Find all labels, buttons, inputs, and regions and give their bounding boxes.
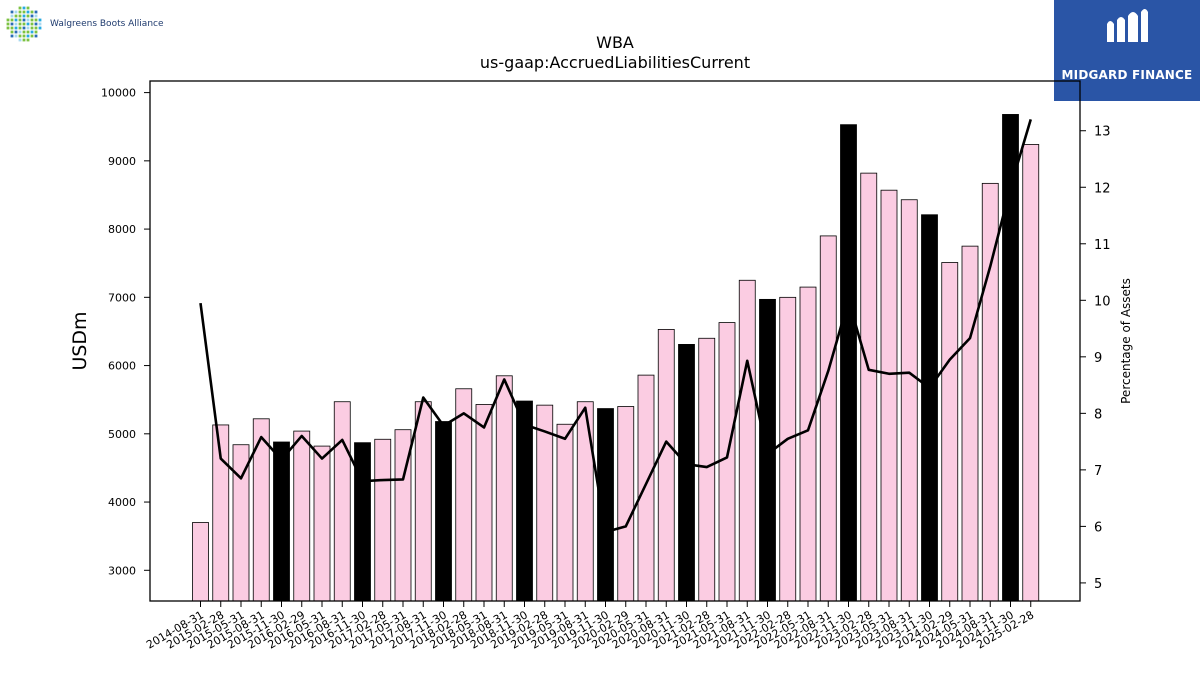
plot-frame <box>149 80 1081 602</box>
bar <box>1022 144 1040 602</box>
bar <box>678 344 695 602</box>
bar <box>718 322 736 602</box>
bar <box>374 438 392 602</box>
walgreens-logo: Walgreens Boots Alliance <box>4 4 164 44</box>
bar <box>313 445 331 602</box>
y-tick-label: 3000 <box>108 564 136 577</box>
y-tick-label: 7000 <box>108 291 136 304</box>
bar <box>941 262 959 602</box>
bar <box>354 442 371 602</box>
y2-tick-label: 10 <box>1094 294 1111 309</box>
bar <box>840 124 857 602</box>
bar <box>495 375 513 602</box>
midgard-brand-name: MIDGARD FINANCE <box>1061 68 1193 82</box>
bar <box>900 199 918 602</box>
bar <box>455 388 473 602</box>
y2-axis-label: Percentage of Assets <box>1119 278 1133 404</box>
bar <box>617 406 635 602</box>
midgard-m-logo-icon <box>1107 9 1148 42</box>
y2-tick-label: 13 <box>1094 125 1111 140</box>
y2-tick-label: 12 <box>1094 181 1111 196</box>
bar <box>860 172 878 602</box>
y-axis-label: USDm <box>69 311 91 370</box>
bars-group <box>192 114 1040 602</box>
bar <box>576 401 594 602</box>
line-group <box>199 119 1032 534</box>
bar <box>819 235 837 602</box>
y2-tick-label: 11 <box>1094 238 1111 253</box>
y-tick-label: 8000 <box>108 223 136 236</box>
x-axis: 2014-08-312015-02-282015-05-312015-08-31… <box>144 601 1036 652</box>
bar <box>435 421 452 602</box>
y2-tick-label: 6 <box>1094 520 1102 535</box>
y-axis-right: 5 6 7 8 9 10 11 12 13 <box>1080 125 1111 592</box>
bar <box>333 401 351 602</box>
bar <box>637 374 655 602</box>
bar <box>556 423 574 602</box>
y-tick-label: 10000 <box>101 87 136 100</box>
chart-subtitle: us-gaap:AccruedLiabilitiesCurrent <box>480 53 750 72</box>
bar <box>880 189 898 602</box>
y-tick-label: 6000 <box>108 360 136 373</box>
y2-tick-label: 7 <box>1094 464 1102 479</box>
y-tick-label: 5000 <box>108 428 136 441</box>
y2-tick-label: 9 <box>1094 351 1102 366</box>
bar <box>921 214 938 602</box>
y2-tick-label: 5 <box>1094 577 1102 592</box>
bar <box>961 245 979 602</box>
y-tick-label: 4000 <box>108 496 136 509</box>
bar <box>657 328 675 602</box>
bar <box>293 430 311 602</box>
bar <box>779 296 797 602</box>
midgard-finance-logo: MIDGARD FINANCE <box>1054 0 1200 101</box>
y2-tick-label: 8 <box>1094 407 1102 422</box>
dotted-globe-logo-icon <box>6 6 42 42</box>
chart-title: WBA <box>596 33 634 52</box>
bar <box>698 337 716 602</box>
bar <box>192 522 209 602</box>
y-axis-left: 3000 4000 5000 6000 7000 8000 9000 10000 <box>101 87 150 577</box>
percent-of-assets-line <box>199 119 1032 534</box>
bar <box>799 286 817 602</box>
bar <box>738 279 756 602</box>
bar <box>516 400 533 602</box>
walgreens-brand-name: Walgreens Boots Alliance <box>50 19 164 29</box>
bar <box>273 441 290 602</box>
y-tick-label: 9000 <box>108 155 136 168</box>
bar <box>475 404 493 602</box>
bar <box>414 401 432 602</box>
